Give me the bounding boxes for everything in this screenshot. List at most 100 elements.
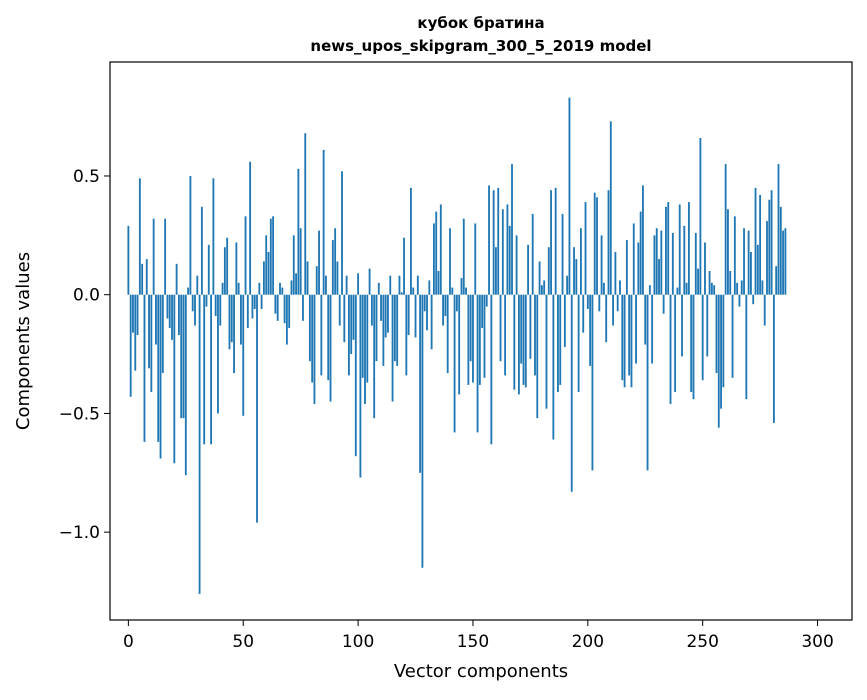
bar-component-262 [729,270,732,295]
bar-component-29 [194,294,196,326]
bar-component-278 [766,221,768,295]
bar-component-245 [690,294,693,393]
bar-component-63 [272,216,275,295]
bar-component-156 [485,294,488,307]
bar-component-119 [400,292,403,295]
bar-component-117 [396,294,399,366]
bar-component-222 [637,242,640,295]
bar-component-157 [488,185,490,295]
y-tick-label: 0.0 [73,286,100,306]
bar-component-131 [428,280,431,295]
bar-component-58 [260,294,263,309]
bar-component-155 [483,294,486,378]
bar-component-250 [701,294,704,381]
bar-component-24 [182,294,185,419]
bar-component-200 [586,294,589,309]
bar-component-89 [331,240,334,295]
y-axis-label: Components values [13,252,34,430]
bar-component-45 [230,294,233,343]
bar-component-181 [543,280,546,295]
bar-component-94 [343,294,346,343]
bar-component-64 [274,294,277,314]
bar-component-142 [453,294,456,433]
bar-component-0 [127,225,130,295]
bar-component-43 [226,237,229,295]
bar-component-282 [775,266,778,295]
bar-component-261 [727,209,729,295]
bar-component-169 [515,235,518,295]
bar-component-172 [522,294,525,385]
bar-component-275 [759,194,762,295]
bar-component-216 [623,294,626,388]
bar-component-280 [770,190,773,295]
bar-component-180 [540,285,543,295]
bar-component-168 [513,294,516,390]
bar-component-53 [249,161,252,295]
bar-component-48 [237,282,240,295]
bar-component-135 [437,270,440,295]
bar-component-2 [132,294,134,333]
bar-component-195 [575,259,578,295]
bar-component-125 [414,294,417,338]
bar-component-285 [782,230,784,295]
bar-component-116 [393,294,396,362]
bar-component-22 [178,294,180,336]
bar-component-232 [660,230,663,295]
bar-component-121 [405,294,408,376]
bar-component-111 [382,294,385,366]
bar-component-206 [600,235,603,295]
bar-component-71 [290,280,293,295]
bar-component-23 [180,294,183,419]
bar-component-86 [325,275,327,295]
bar-component-163 [501,209,504,295]
bar-component-231 [658,259,660,295]
bar-component-76 [302,294,304,321]
bar-component-68 [283,294,286,324]
bar-component-217 [625,240,628,295]
bar-component-240 [678,204,681,295]
bar-component-40 [219,294,222,326]
bar-component-279 [768,199,771,295]
bar-component-91 [336,261,339,295]
bar-component-19 [171,294,173,340]
bar-component-202 [591,294,594,471]
bar-component-123 [410,187,412,295]
bar-component-145 [460,278,463,295]
bar-component-67 [281,287,284,295]
y-tick-label: −1.0 [59,523,100,543]
bar-component-36 [210,294,212,445]
bar-component-198 [582,294,585,333]
bar-component-233 [662,294,665,314]
bar-component-82 [315,266,318,295]
bar-component-166 [508,225,511,295]
bar-component-77 [304,133,307,295]
bar-component-14 [159,294,162,459]
bar-component-253 [708,270,711,295]
bar-component-28 [191,294,194,312]
bar-component-148 [467,294,470,385]
bar-component-129 [423,294,426,312]
bar-component-223 [639,211,642,295]
bar-component-158 [490,294,493,445]
bar-component-122 [407,294,410,336]
bar-component-227 [648,285,651,295]
bar-component-34 [205,294,208,307]
bar-component-118 [398,275,401,295]
bar-component-207 [602,282,605,295]
bar-component-134 [435,211,438,295]
bar-component-177 [534,294,536,376]
x-tick-label: 300 [801,632,833,652]
bar-component-273 [754,187,757,295]
bar-component-167 [511,164,513,295]
x-tick-label: 0 [123,632,134,652]
bar-component-114 [389,275,392,295]
bar-component-79 [308,294,311,362]
bar-component-259 [722,294,725,388]
bar-component-98 [352,294,355,340]
bar-component-138 [444,294,447,317]
bar-component-149 [469,294,472,362]
bar-component-57 [258,282,261,295]
bar-component-47 [235,242,238,295]
bar-component-173 [524,294,527,388]
bar-component-143 [455,294,458,312]
